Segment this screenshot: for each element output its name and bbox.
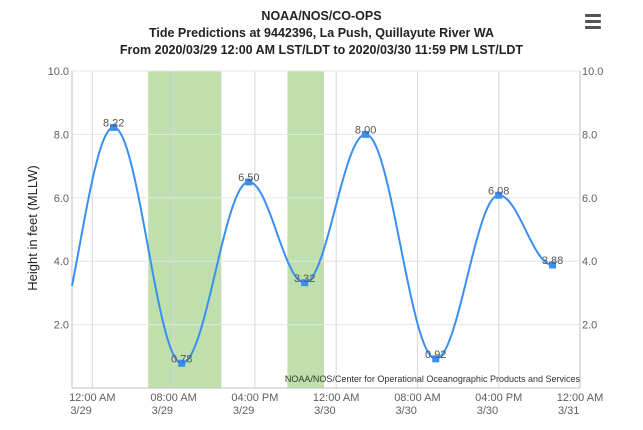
hamburger-icon (585, 26, 601, 29)
x-tick-label-date: 3/30 (314, 405, 335, 417)
chart-date-range: From 2020/03/29 12:00 AM LST/LDT to 2020… (119, 43, 524, 57)
y-tick-label-left: 6.0 (54, 193, 69, 205)
y-tick-label-right: 2.0 (582, 320, 597, 332)
data-point-marker (495, 191, 503, 199)
tide-series-line (71, 126, 553, 365)
x-tick-label-time: 12:00 AM (557, 392, 603, 404)
x-tick-label-time: 04:00 PM (475, 392, 522, 404)
data-label: 8.22 (103, 117, 124, 129)
chart-title-block: NOAA/NOS/CO-OPS Tide Predictions at 9442… (0, 8, 643, 59)
data-label: 8.00 (355, 124, 376, 136)
y-tick-label-right: 10.0 (582, 66, 603, 78)
chart-credit: NOAA/NOS/Center for Operational Oceanogr… (285, 374, 581, 384)
chart-title: NOAA/NOS/CO-OPS (261, 9, 382, 23)
data-label: 6.50 (238, 172, 259, 184)
x-tick-label-time: 04:00 PM (231, 392, 278, 404)
y-tick-label-left: 2.0 (54, 320, 69, 332)
x-tick-label-date: 3/29 (233, 405, 254, 417)
data-label: 0.78 (171, 353, 192, 365)
y-tick-label-left: 10.0 (48, 66, 69, 78)
data-label: 3.32 (294, 273, 315, 285)
data-point-marker (110, 123, 118, 131)
y-axis-label: Height in feet (MLLW) (25, 165, 40, 290)
night-band (148, 71, 222, 388)
data-point-marker (362, 130, 370, 138)
hamburger-icon (585, 20, 601, 23)
x-tick-label-date: 3/30 (477, 405, 498, 417)
data-point-marker (178, 359, 186, 367)
data-label: 6.08 (488, 185, 509, 197)
y-tick-label-right: 4.0 (582, 256, 597, 268)
hamburger-icon (585, 14, 601, 17)
chart-menu-button[interactable] (583, 12, 603, 30)
x-tick-label-date: 3/30 (395, 405, 416, 417)
y-tick-label-right: 6.0 (582, 193, 597, 205)
y-tick-label-right: 8.0 (582, 129, 597, 141)
data-point-marker (549, 261, 557, 269)
y-tick-label-left: 4.0 (54, 256, 69, 268)
x-tick-label-date: 3/29 (152, 405, 173, 417)
x-tick-label-time: 08:00 AM (150, 392, 196, 404)
x-tick-label-time: 08:00 AM (394, 392, 440, 404)
x-tick-label-date: 3/29 (70, 405, 91, 417)
chart-subtitle: Tide Predictions at 9442396, La Push, Qu… (148, 26, 495, 40)
data-label: 3.88 (542, 255, 563, 267)
x-tick-label-time: 12:00 AM (313, 392, 359, 404)
night-band (287, 71, 324, 388)
data-point-marker (245, 178, 253, 186)
x-tick-label-time: 12:00 AM (69, 392, 115, 404)
y-tick-label-left: 8.0 (54, 129, 69, 141)
data-point-marker (432, 355, 440, 363)
x-tick-label-date: 3/31 (558, 405, 579, 417)
data-point-marker (301, 279, 309, 287)
data-label: 0.92 (425, 349, 446, 361)
